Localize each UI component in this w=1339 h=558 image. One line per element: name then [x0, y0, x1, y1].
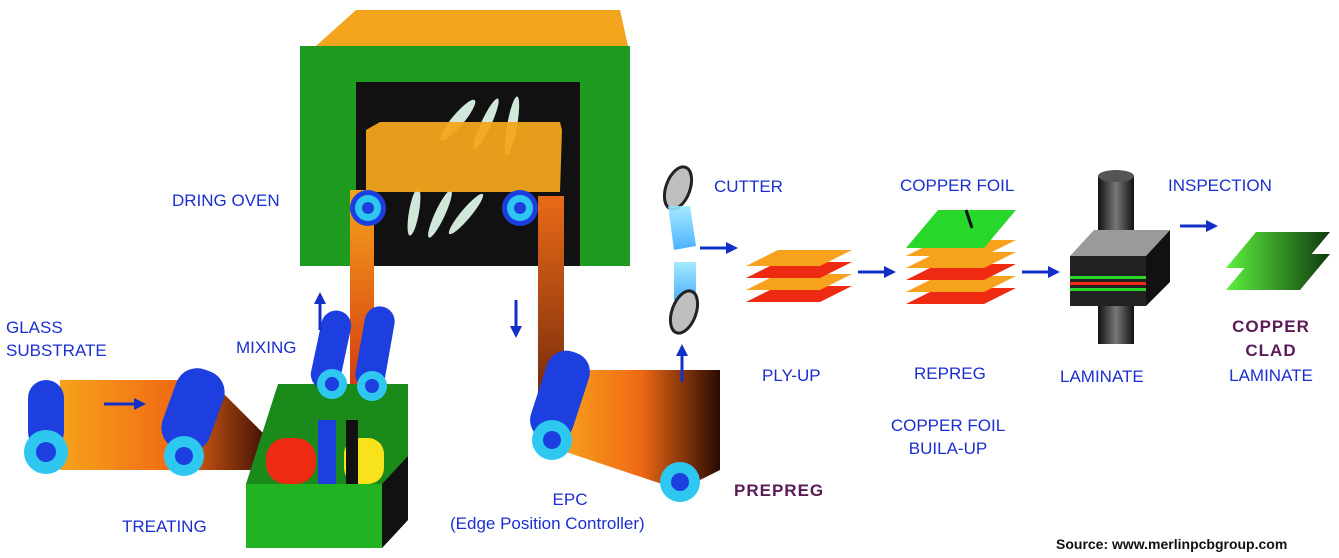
repreg-stack — [906, 209, 1016, 304]
arrow-down-epc — [510, 300, 522, 338]
label-copper-clad-line1: COPPER — [1232, 317, 1310, 336]
label-copper-clad-line3: LAMINATE — [1229, 366, 1313, 385]
oven-roller-left — [350, 190, 386, 226]
label-mixing: MIXING — [236, 338, 297, 357]
label-glass-substrate-line2: SUBSTRATE — [6, 341, 107, 360]
laminate-press — [1070, 170, 1170, 344]
arrow-right-inspection — [1180, 220, 1218, 232]
arrow-right-cutter — [700, 242, 738, 254]
arrow-right-substrate — [104, 398, 146, 410]
label-epc-line2: (Edge Position Controller) — [450, 514, 645, 533]
label-copper-foil-buildup-line1: COPPER FOIL — [890, 416, 1006, 435]
label-ply-up: PLY-UP — [762, 366, 821, 385]
cutter — [662, 165, 700, 335]
label-cutter: CUTTER — [714, 177, 783, 196]
epc-roller-right — [660, 462, 700, 502]
flow-arrows — [104, 220, 1218, 410]
copper-clad-laminate — [1226, 232, 1330, 290]
label-repreg: REPREG — [914, 364, 986, 383]
oven-roller-right — [502, 190, 538, 226]
label-glass-substrate-line1: GLASS — [6, 318, 63, 337]
label-laminate: LAMINATE — [1060, 367, 1144, 386]
label-inspection: INSPECTION — [1168, 176, 1272, 195]
ply-up-stack — [746, 250, 852, 302]
arrow-right-repreg — [1022, 266, 1060, 278]
arrow-up-cutter — [676, 344, 688, 382]
source-credit: Source: www.merlinpcbgroup.com — [1056, 536, 1288, 552]
mixing-rollers — [310, 306, 395, 484]
label-copper-clad-line2: CLAD — [1245, 341, 1297, 360]
label-dring-oven: DRING OVEN — [172, 191, 280, 210]
arrow-right-plyup — [858, 266, 896, 278]
epc-roller-left — [530, 350, 590, 460]
label-copper-foil-buildup-line2: BUILA-UP — [908, 439, 988, 458]
label-copper-foil-top: COPPER FOIL — [900, 176, 1015, 195]
arrow-up-mixing — [314, 292, 326, 330]
label-prepreg: PREPREG — [734, 481, 825, 500]
label-epc-line1: EPC — [552, 490, 588, 509]
substrate-roller-right — [161, 368, 225, 476]
substrate-roller-left — [24, 380, 68, 474]
label-treating: TREATING — [122, 517, 207, 536]
